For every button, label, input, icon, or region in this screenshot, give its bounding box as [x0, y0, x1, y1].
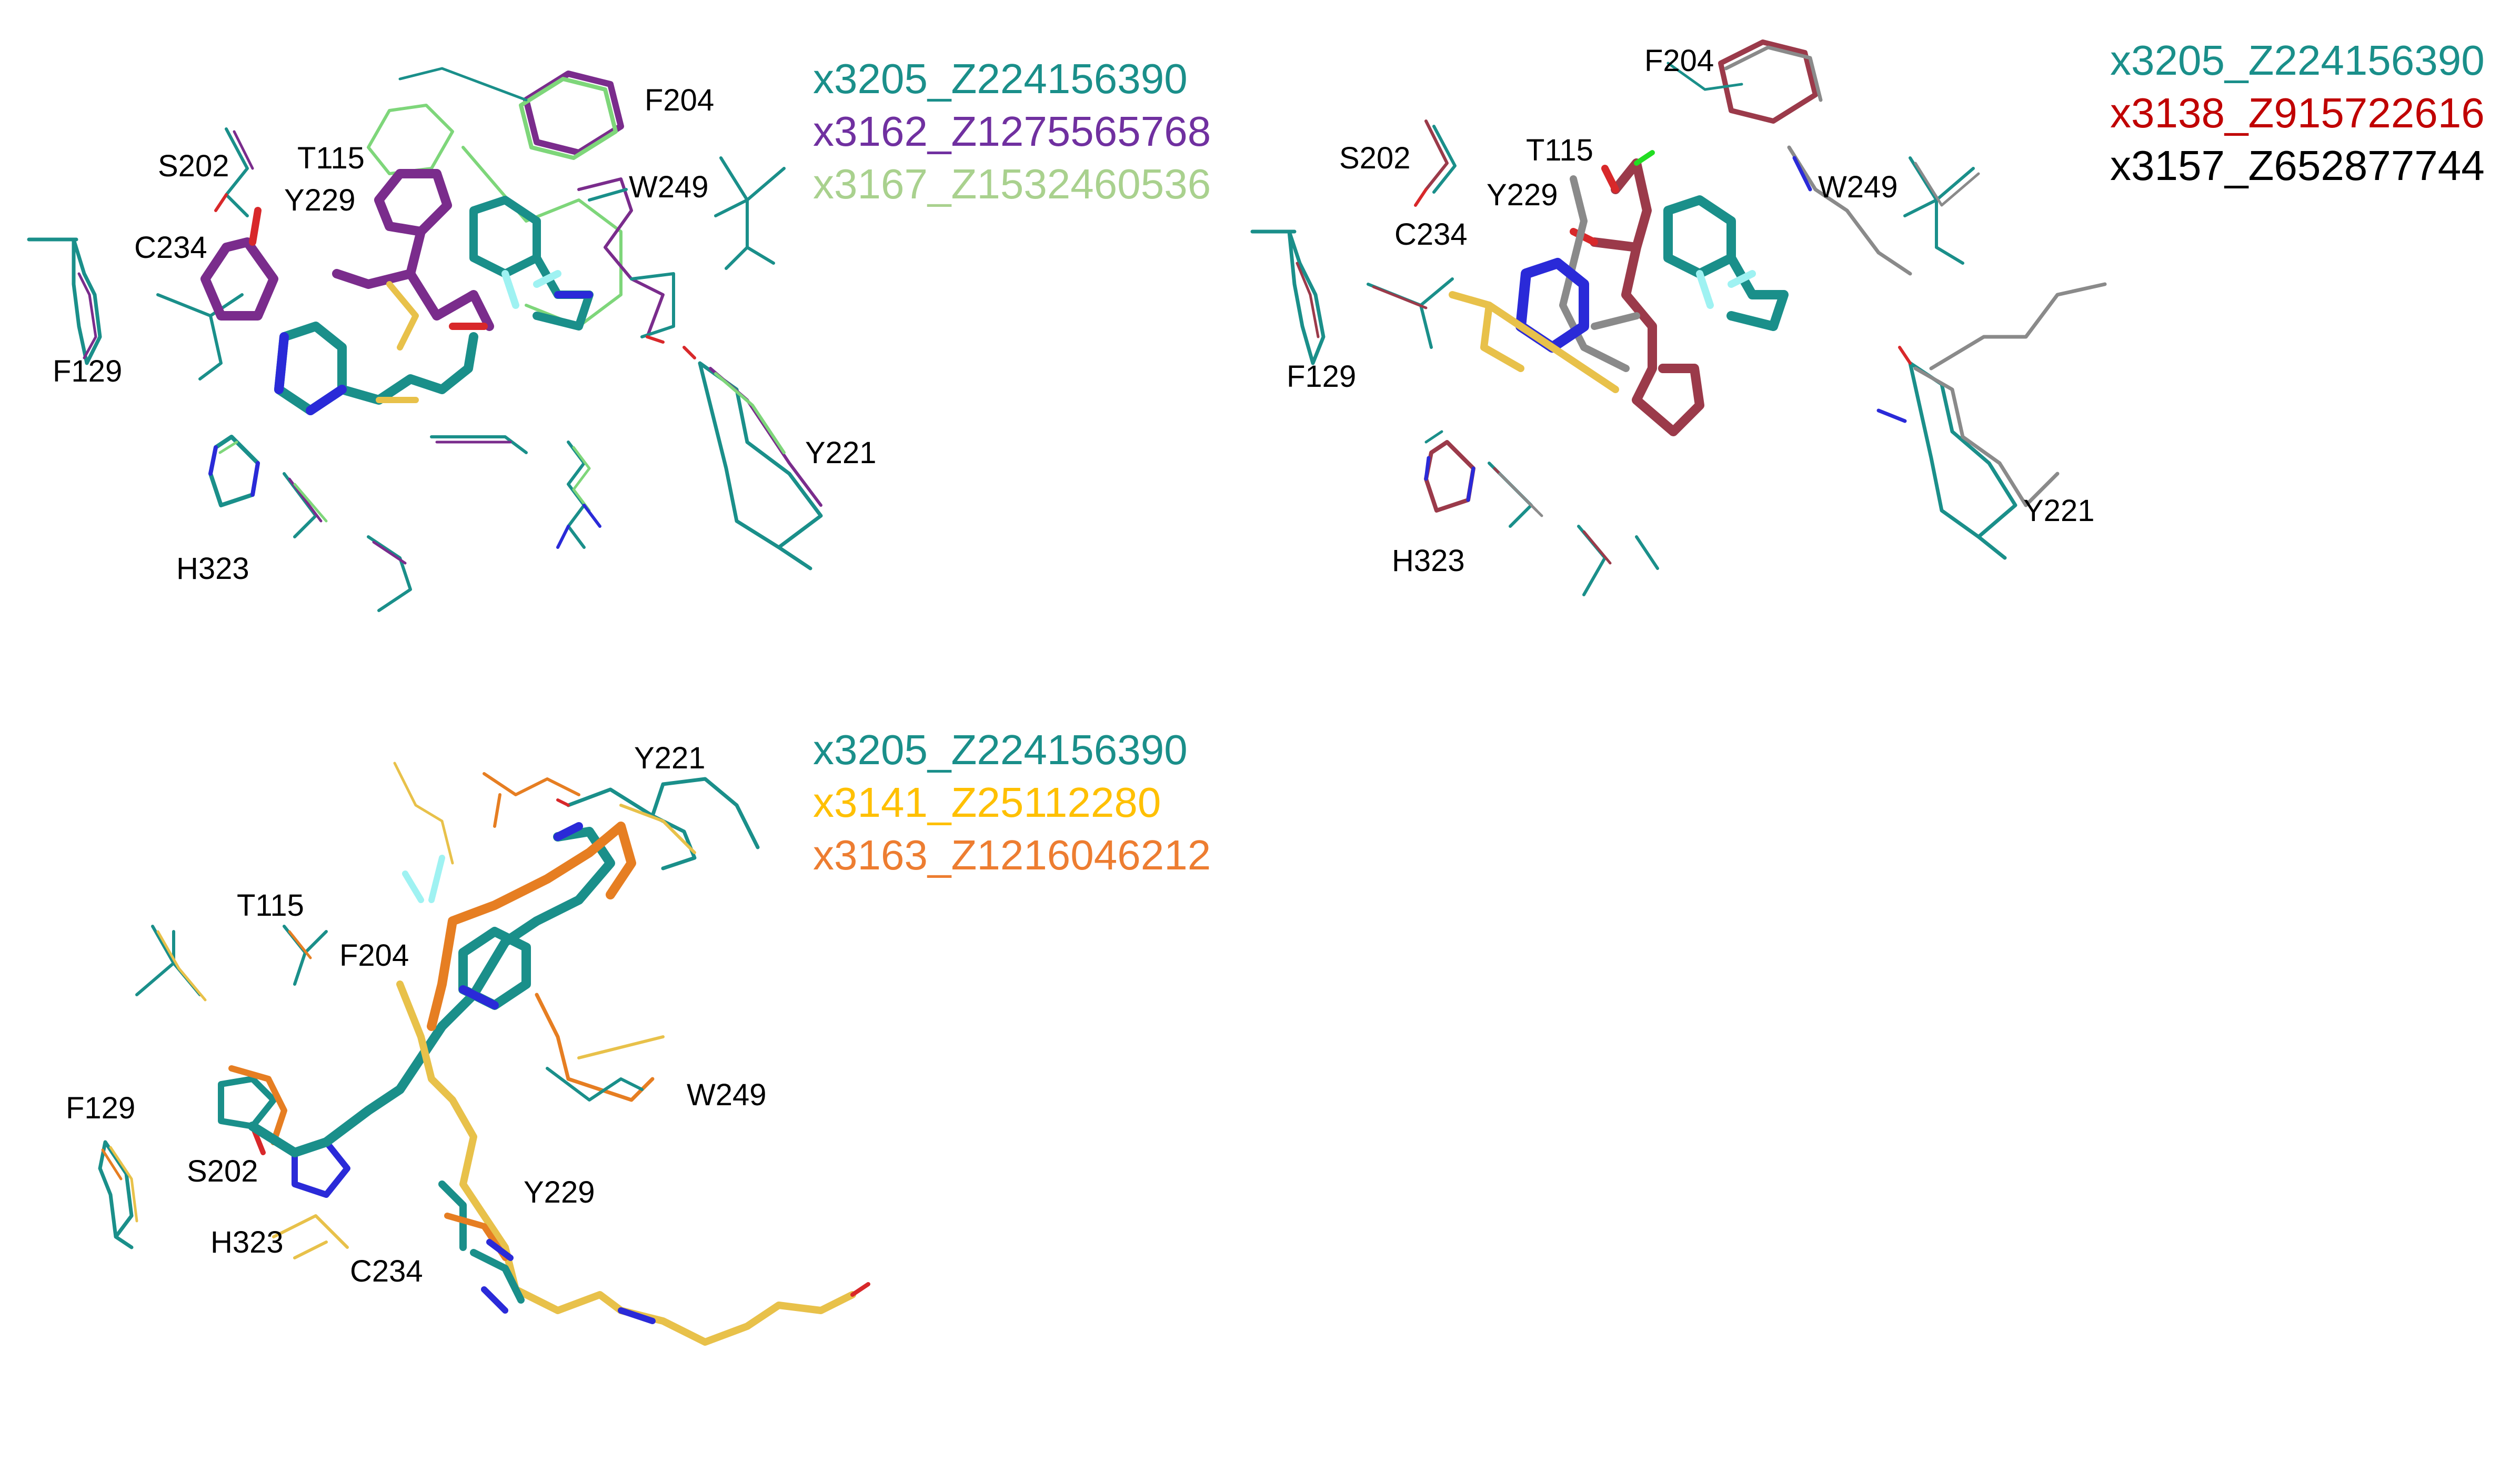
panel-2-structure-overlay: F204 S202 T115 Y229 W249 C234 F129 H323 … [1237, 0, 2520, 658]
panel-1-legend: x3205_Z224156390 x3162_Z1275565768 x3167… [813, 53, 1211, 211]
label-y221: Y221 [805, 436, 876, 470]
residue-f129-sticks [27, 237, 102, 365]
label-s202: S202 [158, 149, 229, 183]
legend-entry: x3157_Z652877744 [2110, 142, 2485, 189]
label-h323: H323 [1392, 544, 1465, 578]
legend-entry: x3138_Z915722616 [2110, 89, 2485, 136]
legend-entry: x3141_Z25112280 [813, 779, 1161, 826]
panel-3-structure-overlay: Y221 T115 F204 W249 F129 S202 Y229 H323 … [0, 700, 1263, 1471]
panel-3-molecule-drawing: Y221 T115 F204 W249 F129 S202 Y229 H323 … [66, 741, 870, 1346]
label-w249: W249 [629, 170, 709, 204]
panel-2-molecule-drawing: F204 S202 T115 Y229 W249 C234 F129 H323 … [1250, 39, 2107, 596]
label-y229: Y229 [284, 183, 355, 217]
label-h323: H323 [176, 552, 249, 586]
label-f129: F129 [53, 354, 122, 388]
label-f129: F129 [66, 1091, 135, 1125]
label-t115: T115 [1526, 133, 1593, 167]
legend-entry: x3162_Z1275565768 [813, 108, 1211, 155]
label-w249: W249 [1818, 170, 1898, 204]
legend-entry: x3205_Z224156390 [813, 55, 1188, 102]
label-y221: Y221 [634, 741, 705, 775]
label-h323: H323 [210, 1225, 284, 1259]
label-f204: F204 [339, 938, 409, 973]
panel-1-structure-overlay: F204 S202 T115 Y229 W249 C234 F129 Y221 … [0, 0, 1237, 658]
label-f129: F129 [1287, 359, 1356, 394]
label-t115: T115 [297, 141, 365, 175]
legend-entry: x3163_Z1216046212 [813, 832, 1211, 878]
label-y221: Y221 [2023, 494, 2094, 528]
label-c234: C234 [350, 1254, 423, 1288]
panel-2-legend: x3205_Z224156390 x3138_Z915722616 x3157_… [2110, 34, 2485, 192]
label-s202: S202 [187, 1154, 258, 1188]
residue-f129-sticks-alt [77, 272, 97, 359]
label-s202: S202 [1339, 141, 1410, 175]
label-w249: W249 [687, 1078, 767, 1112]
label-f204: F204 [645, 83, 714, 117]
legend-entry: x3205_Z224156390 [813, 726, 1188, 773]
panel-3-legend: x3205_Z224156390 x3141_Z25112280 x3163_Z… [813, 724, 1211, 882]
label-f204: F204 [1644, 44, 1714, 78]
label-c234: C234 [1394, 217, 1468, 252]
legend-entry: x3205_Z224156390 [2110, 37, 2485, 84]
label-t115: T115 [237, 888, 304, 923]
panel-1-molecule-drawing: F204 S202 T115 Y229 W249 C234 F129 Y221 … [27, 67, 876, 612]
legend-entry: x3167_Z1532460536 [813, 161, 1211, 207]
label-c234: C234 [134, 231, 207, 265]
label-y229: Y229 [524, 1175, 595, 1209]
label-y229: Y229 [1487, 178, 1558, 212]
